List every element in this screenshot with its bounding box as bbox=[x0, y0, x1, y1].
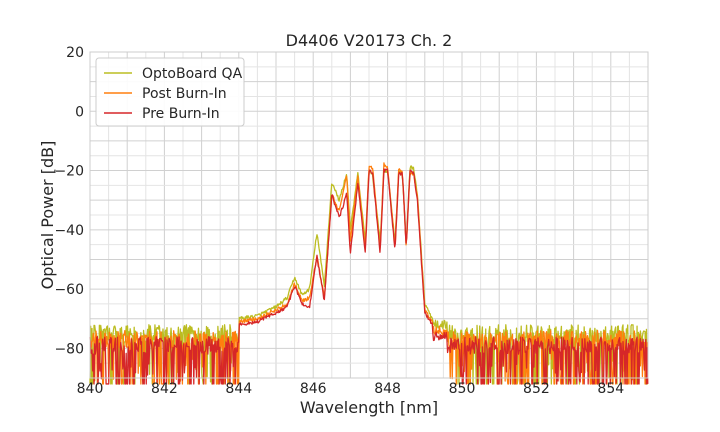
y-tick-label: −40 bbox=[54, 223, 84, 239]
y-tick-label: 20 bbox=[66, 45, 84, 61]
x-tick-label: 846 bbox=[300, 381, 327, 397]
y-tick-label: −80 bbox=[54, 341, 84, 357]
x-tick-label: 850 bbox=[449, 381, 476, 397]
x-tick-labels: 840 842 844 846 848 850 852 854 bbox=[77, 381, 625, 397]
series-layer bbox=[89, 162, 649, 385]
x-tick-label: 848 bbox=[374, 381, 401, 397]
legend: OptoBoard QA Post Burn-In Pre Burn-In bbox=[95, 57, 245, 127]
x-tick-label: 842 bbox=[151, 381, 178, 397]
legend-label: Pre Burn-In bbox=[142, 106, 220, 122]
y-tick-label: −20 bbox=[54, 164, 84, 180]
y-tick-label: 0 bbox=[75, 104, 84, 120]
series-line bbox=[89, 168, 649, 385]
legend-frame bbox=[95, 57, 245, 127]
plot-frame bbox=[89, 51, 649, 379]
legend-label: OptoBoard QA bbox=[142, 66, 243, 82]
x-axis-label: Wavelength [nm] bbox=[300, 398, 438, 417]
legend-label: Post Burn-In bbox=[142, 86, 227, 102]
x-tick-label: 854 bbox=[597, 381, 624, 397]
y-axis-label: Optical Power [dB] bbox=[38, 141, 57, 290]
x-tick-label: 852 bbox=[523, 381, 550, 397]
x-tick-label: 840 bbox=[77, 381, 104, 397]
chart-title: D4406 V20173 Ch. 2 bbox=[286, 31, 453, 50]
y-tick-label: −60 bbox=[54, 282, 84, 298]
x-tick-label: 844 bbox=[225, 381, 252, 397]
y-tick-labels: 20 0 −20 −40 −60 −80 bbox=[54, 45, 84, 357]
